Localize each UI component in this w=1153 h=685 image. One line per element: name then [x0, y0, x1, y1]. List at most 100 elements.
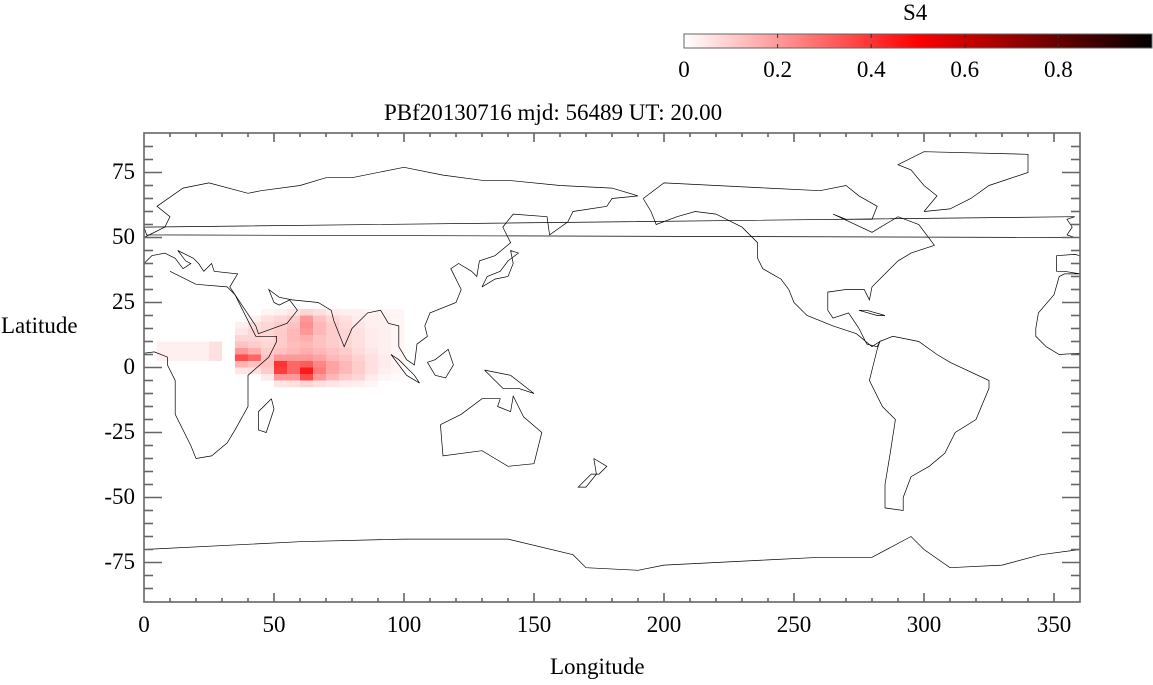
heatmap-cell — [313, 335, 327, 342]
heatmap-cell — [235, 335, 249, 342]
heatmap-cell — [326, 348, 340, 355]
coastline-africa-west — [1035, 273, 1081, 355]
colorbar — [683, 33, 1153, 49]
heatmap-cell — [235, 367, 249, 375]
heatmap-cell — [248, 335, 262, 342]
heatmap-cell — [248, 322, 262, 329]
heatmap-cell — [339, 380, 353, 388]
heatmap-cell — [365, 341, 379, 349]
heatmap-cell — [287, 380, 301, 388]
colorbar-tick-label: 0.8 — [1044, 57, 1073, 82]
heatmap-cell — [248, 315, 262, 323]
heatmap-cell — [313, 322, 327, 329]
coastline-borneo — [427, 348, 454, 379]
heatmap-cell — [391, 341, 405, 349]
heatmap-cell — [352, 315, 366, 323]
coastline-new-zealand — [577, 458, 608, 488]
x-tick-label: 350 — [1036, 612, 1072, 637]
heatmap-cell — [378, 367, 392, 375]
heatmap-cell — [313, 380, 327, 388]
coastline-japan — [481, 249, 520, 288]
heatmap-cell — [378, 354, 392, 362]
heatmap-cell — [313, 354, 327, 362]
heatmap-cell — [235, 322, 249, 329]
chart-title: PBf20130716 mjd: 56489 UT: 20.00 — [384, 100, 723, 125]
x-tick-label: 200 — [646, 612, 682, 637]
heatmap-cell — [326, 354, 340, 362]
y-tick-label: 50 — [112, 223, 135, 249]
heatmap-cell — [391, 354, 405, 362]
heatmap-cell — [261, 341, 275, 349]
heatmap-cell — [248, 354, 262, 362]
heatmap-cell — [287, 328, 301, 336]
colorbar-tick-label: 0.4 — [856, 57, 886, 82]
y-axis-label: Latitude — [1, 313, 78, 338]
colorbar-tick-label: 0.6 — [950, 57, 980, 82]
heatmap-cell — [313, 367, 327, 375]
heatmap-cell — [261, 335, 275, 342]
heatmap-cell — [339, 335, 353, 342]
heatmap-cell — [391, 309, 405, 316]
heatmap-cell — [300, 361, 314, 368]
heatmap-cell — [339, 374, 353, 381]
heatmap-cell — [326, 335, 340, 342]
coastline-new-guinea — [484, 369, 535, 394]
y-tick-label: 75 — [112, 158, 135, 184]
heatmap-cell — [274, 374, 288, 381]
heatmap-cell — [274, 341, 288, 349]
x-tick-label: 100 — [386, 612, 422, 637]
heatmap-cell — [287, 315, 301, 323]
plot-frame — [143, 132, 1081, 603]
heatmap-cell — [261, 315, 275, 323]
heatmap-cell — [326, 341, 340, 349]
colorbar-label: S4 — [903, 0, 928, 25]
x-tick-label: 50 — [262, 612, 286, 637]
heatmap-cell — [274, 380, 288, 388]
heatmap-cell — [300, 367, 314, 375]
heatmap-cell — [300, 341, 314, 349]
heatmap-cell — [274, 328, 288, 336]
y-tick-label: -50 — [104, 483, 135, 509]
coastline-antarctica — [143, 536, 1081, 571]
heatmap-cell — [287, 335, 301, 342]
heatmap-cell — [235, 328, 249, 336]
heatmap-cell — [274, 361, 288, 368]
heatmap-cell — [339, 361, 353, 368]
heatmap-cell — [274, 335, 288, 342]
heatmap-cell — [287, 348, 301, 355]
coastline-madagascar — [258, 398, 275, 433]
heatmap-cell — [261, 322, 275, 329]
heatmap-cell — [313, 348, 327, 355]
heatmap-cell — [248, 328, 262, 336]
coastline-caribbean-cuba — [858, 309, 886, 316]
x-tick-label: 300 — [906, 612, 942, 637]
heatmap-cell — [391, 348, 405, 355]
coastline-greenland — [897, 151, 1029, 212]
x-tick-label: 150 — [516, 612, 552, 637]
heatmap-cell — [365, 367, 379, 375]
heatmap-cell — [378, 341, 392, 349]
heatmap-cell — [339, 322, 353, 329]
heatmap-cell — [274, 348, 288, 355]
heatmap-cell — [300, 354, 314, 362]
heatmap-cell — [378, 309, 392, 316]
heatmap-cell — [248, 361, 262, 368]
heatmap-cell — [274, 367, 288, 375]
heatmap-cell — [352, 367, 366, 375]
colorbar-tick-label: 0 — [678, 57, 690, 82]
heatmap-cell — [287, 322, 301, 329]
heatmap-cell — [378, 322, 392, 329]
heatmap-cell — [274, 315, 288, 323]
heatmap-cell — [300, 348, 314, 355]
heatmap-cell — [365, 348, 379, 355]
heatmap-cell — [365, 374, 379, 381]
heatmap-cell — [352, 354, 366, 362]
heatmap-cell — [378, 361, 392, 368]
coastline-north-america — [642, 182, 935, 348]
heatmap-cell — [300, 328, 314, 336]
heatmap-cell — [326, 309, 340, 316]
heatmap-cell — [378, 335, 392, 342]
heatmap-cell — [391, 315, 405, 323]
heatmap-cell — [313, 328, 327, 336]
